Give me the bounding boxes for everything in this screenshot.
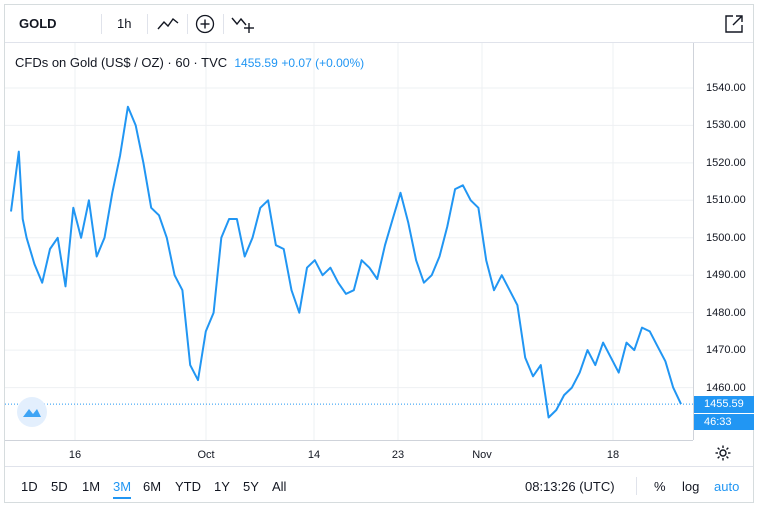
time-tick-label: 18 xyxy=(606,449,620,461)
price-tick-label: 1500.00 xyxy=(706,231,746,244)
toolbar-divider xyxy=(147,14,148,34)
settings-gear-icon[interactable] xyxy=(715,445,731,466)
range-button-1d[interactable]: 1D xyxy=(21,479,38,494)
toolbar-divider xyxy=(101,14,102,34)
time-tick-label: Oct xyxy=(197,449,215,461)
time-tick-label: 16 xyxy=(68,449,82,461)
range-button-6m[interactable]: 6M xyxy=(143,479,162,494)
tradingview-logo-icon[interactable] xyxy=(17,397,47,427)
price-tick-label: 1480.00 xyxy=(706,306,746,319)
price-tick-label: 1510.00 xyxy=(706,194,746,207)
price-tick-label: 1530.00 xyxy=(706,119,746,132)
fullscreen-icon[interactable] xyxy=(721,12,747,36)
price-tick-label: 1470.00 xyxy=(706,344,746,357)
utc-clock[interactable]: 08:13:26 (UTC) xyxy=(525,479,615,494)
chart-style-icon[interactable] xyxy=(155,12,181,36)
log-toggle[interactable]: log xyxy=(682,479,700,494)
toolbar-divider xyxy=(223,14,224,34)
bottom-divider xyxy=(636,477,637,495)
time-tick-label: 14 xyxy=(307,449,321,461)
range-button-5y[interactable]: 5Y xyxy=(243,479,259,494)
indicators-icon[interactable] xyxy=(230,12,256,36)
legend: CFDs on Gold (US$ / OZ) · 60 · TVC 1455.… xyxy=(15,55,364,70)
time-tick-label: 23 xyxy=(391,449,405,461)
legend-change: +0.07 (+0.00%) xyxy=(281,56,365,70)
bottom-toolbar: 1D 5D 1M 3M 6M YTD 1Y 5Y All 08:13:26 (U… xyxy=(5,466,753,502)
range-button-3m[interactable]: 3M xyxy=(113,479,132,499)
bar-countdown-label: 46:33 xyxy=(694,413,754,431)
toolbar: GOLD 1h xyxy=(5,5,753,43)
chart-widget: GOLD 1h CFDs on Gold (US$ / OZ) · 60 · T… xyxy=(4,4,754,503)
interval-button[interactable]: 1h xyxy=(117,16,132,31)
toolbar-divider xyxy=(187,14,188,34)
range-button-all[interactable]: All xyxy=(272,479,287,494)
range-button-5d[interactable]: 5D xyxy=(51,479,68,494)
range-button-ytd[interactable]: YTD xyxy=(175,479,201,494)
price-tick-label: 1520.00 xyxy=(706,156,746,169)
time-tick-label: Nov xyxy=(472,449,492,461)
last-price-label: 1455.59 xyxy=(694,396,754,414)
price-tick-label: 1490.00 xyxy=(706,269,746,282)
legend-price: 1455.59 xyxy=(234,56,278,70)
symbol-name[interactable]: GOLD xyxy=(19,16,57,31)
price-chart[interactable] xyxy=(5,43,693,440)
percent-toggle[interactable]: % xyxy=(654,479,666,494)
range-button-1y[interactable]: 1Y xyxy=(214,479,230,494)
time-axis[interactable]: 16 Oct 14 23 Nov 18 xyxy=(5,440,693,466)
range-button-1m[interactable]: 1M xyxy=(82,479,101,494)
auto-toggle[interactable]: auto xyxy=(714,479,740,494)
series-line xyxy=(10,105,682,419)
price-axis[interactable]: 1540.00 1530.00 1520.00 1510.00 1500.00 1490.… xyxy=(693,43,754,440)
price-tick-label: 1540.00 xyxy=(706,81,746,94)
add-compare-icon[interactable] xyxy=(192,12,218,36)
legend-name: CFDs on Gold (US$ / OZ) · 60 · TVC xyxy=(15,55,228,70)
price-tick-label: 1460.00 xyxy=(706,381,746,394)
grid xyxy=(5,43,693,440)
